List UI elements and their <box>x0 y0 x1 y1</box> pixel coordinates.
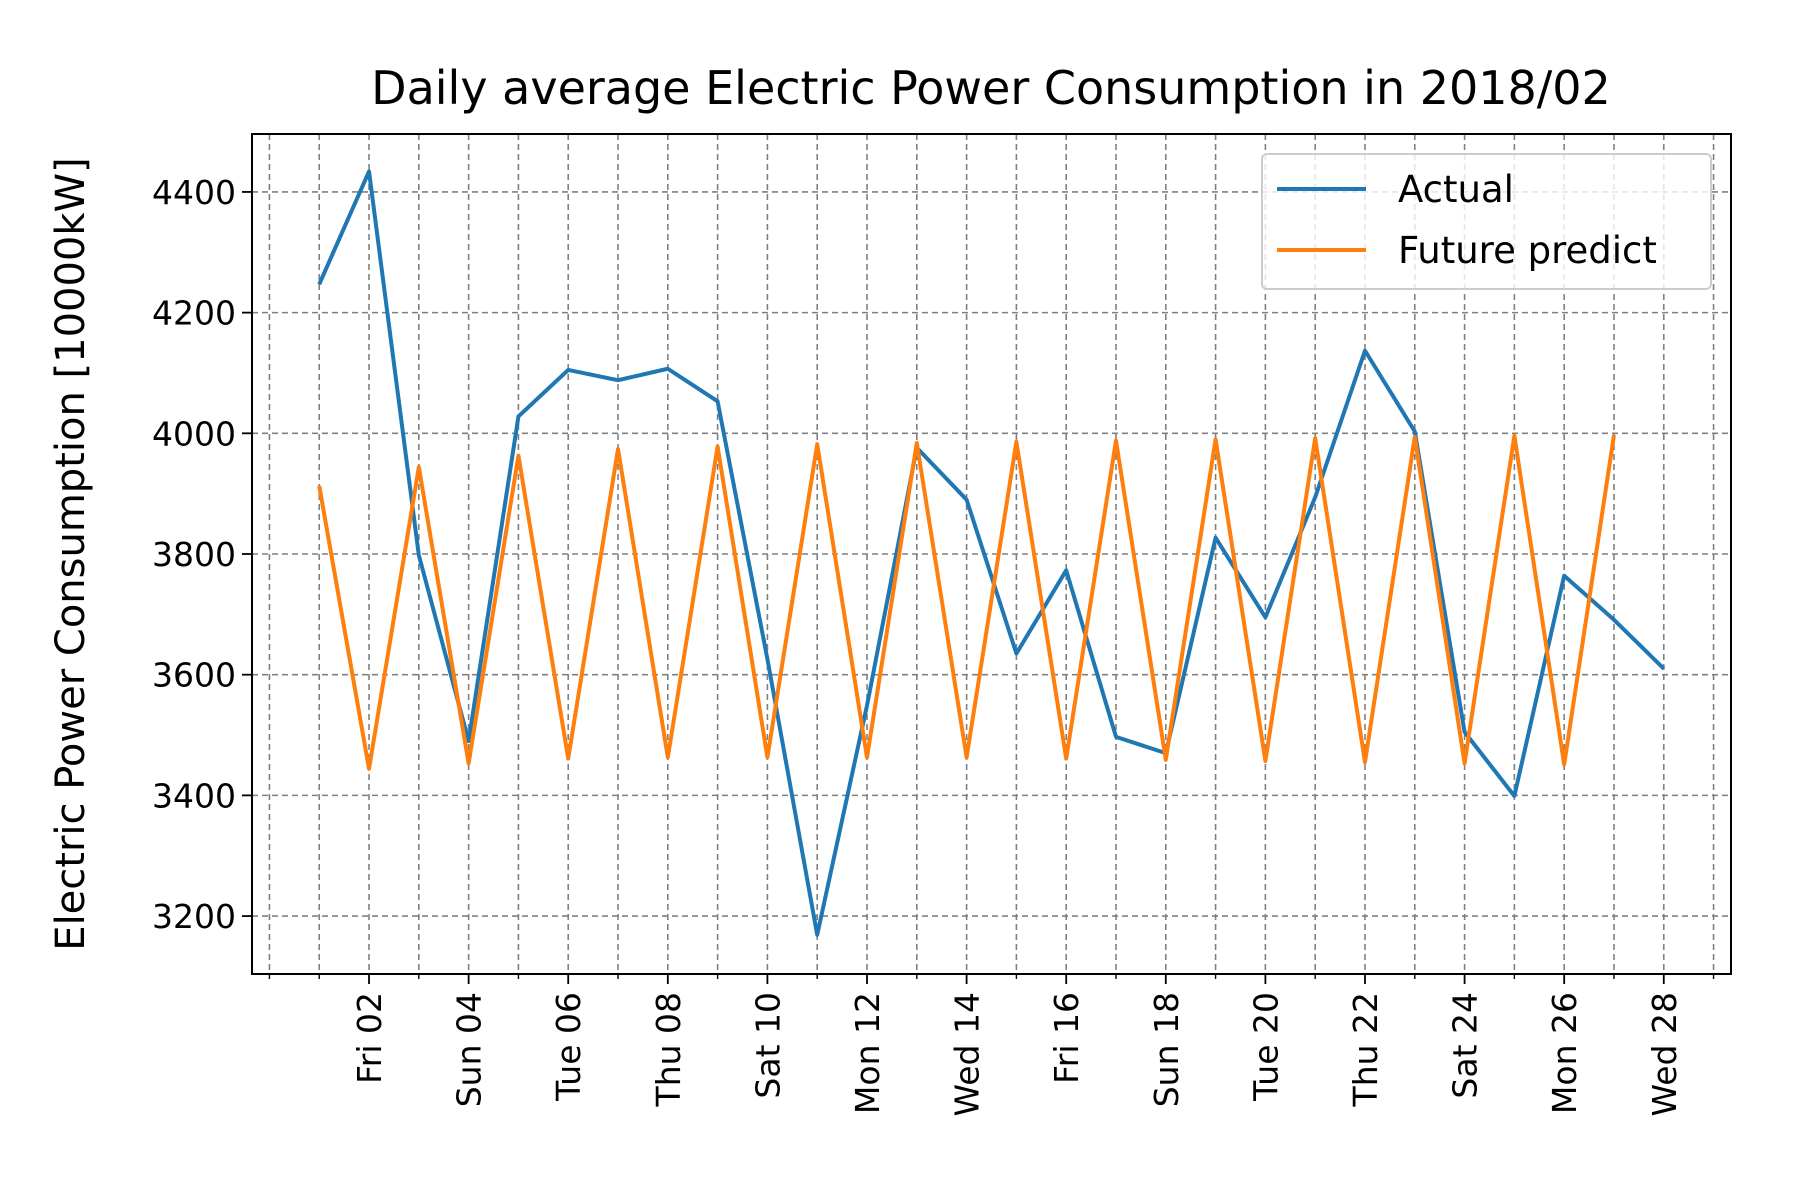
x-tick-label: Fri 02 <box>350 992 389 1084</box>
x-tick-label: Wed 14 <box>948 992 987 1116</box>
series-line <box>317 169 1666 937</box>
x-tick-label: Thu 22 <box>1346 992 1385 1107</box>
y-tick-label: 3600 <box>152 656 236 695</box>
x-tick-label: Sun 18 <box>1147 992 1186 1107</box>
legend-label: Future predict <box>1398 229 1657 272</box>
plot-frame <box>251 133 1732 975</box>
legend: Actual Future predict <box>1261 153 1712 290</box>
x-tick-label: Tue 06 <box>549 992 588 1102</box>
x-tick-label: Sat 10 <box>748 992 787 1099</box>
series-line <box>317 433 1616 771</box>
y-tick-label: 3800 <box>152 535 236 574</box>
legend-box <box>1261 153 1712 290</box>
x-tick-label: Sun 04 <box>450 992 489 1107</box>
y-tick-label: 3400 <box>152 776 236 815</box>
x-tick-label: Tue 20 <box>1246 992 1285 1102</box>
legend-label: Actual <box>1398 168 1514 211</box>
chart-title: Daily average Electric Power Consumption… <box>371 61 1611 115</box>
y-tick-label: 4400 <box>152 173 236 212</box>
x-tick-label: Fri 16 <box>1047 992 1086 1084</box>
y-tick-label: 4200 <box>152 294 236 333</box>
x-tick-label: Sat 24 <box>1446 992 1485 1099</box>
x-tick-label: Mon 26 <box>1545 992 1584 1114</box>
x-tick-label: Wed 28 <box>1645 992 1684 1116</box>
x-tick-label: Thu 08 <box>649 992 688 1107</box>
y-tick-label: 4000 <box>152 414 236 453</box>
y-axis-label: Electric Power Consumption [10000kW] <box>48 157 94 950</box>
y-tick-label: 3200 <box>152 897 236 936</box>
x-tick-label: Mon 12 <box>848 992 887 1114</box>
